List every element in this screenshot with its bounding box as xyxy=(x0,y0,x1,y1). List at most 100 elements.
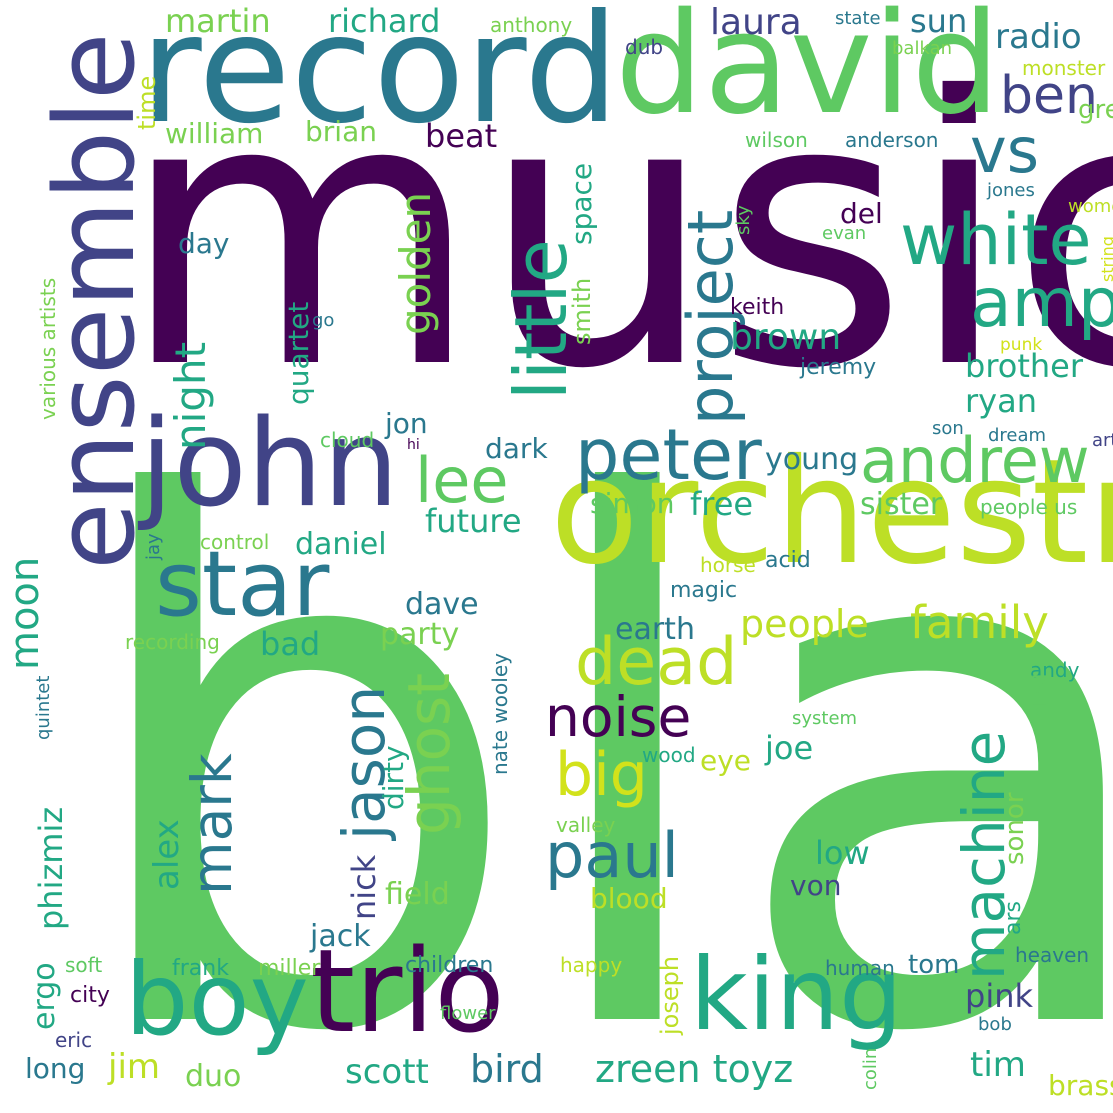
word-alex: alex xyxy=(147,819,187,890)
word-wilson: wilson xyxy=(745,128,808,152)
word-anderson: anderson xyxy=(845,128,939,152)
word-richard: richard xyxy=(328,2,441,40)
word-jim: jim xyxy=(108,1047,161,1087)
word-soft: soft xyxy=(65,953,103,977)
word-magic: magic xyxy=(670,578,738,603)
word-city: city xyxy=(70,983,110,1008)
word-children: children xyxy=(405,953,494,978)
word-phizmiz: phizmiz xyxy=(32,806,70,930)
word-radio: radio xyxy=(995,17,1082,57)
word-william: william xyxy=(165,117,264,150)
word-dead: dead xyxy=(575,625,738,700)
word-family: family xyxy=(910,596,1049,649)
word-duo: duo xyxy=(185,1059,242,1094)
word-andrew: andrew xyxy=(860,424,1090,497)
word-jeremy: jeremy xyxy=(800,355,877,380)
word-bird: bird xyxy=(470,1047,544,1091)
word-tim: tim xyxy=(970,1045,1026,1085)
word-ars: ars xyxy=(1001,901,1026,935)
word-record: record xyxy=(140,0,620,157)
word-party: party xyxy=(380,617,460,652)
word-low: low xyxy=(815,834,870,872)
word-andy: andy xyxy=(1030,658,1080,682)
word-ben: ben xyxy=(1000,66,1098,126)
word-horse: horse xyxy=(700,553,756,577)
word-people-us: people us xyxy=(980,495,1078,519)
word-go: go xyxy=(312,310,335,331)
word-people: people xyxy=(740,602,869,646)
word-noise: noise xyxy=(545,685,692,749)
word-jones: jones xyxy=(987,180,1035,201)
word-evan: evan xyxy=(822,223,867,244)
word-brass: brass xyxy=(1048,1069,1113,1102)
word-balkan: balkan xyxy=(892,38,953,59)
word-del: del xyxy=(840,197,883,230)
word-brown: brown xyxy=(730,317,842,358)
word-amp: amp xyxy=(970,264,1113,343)
word-acid: acid xyxy=(765,548,811,573)
word-peter: peter xyxy=(575,414,762,496)
word-dub: dub xyxy=(625,35,664,59)
word-eric: eric xyxy=(55,1028,93,1052)
word-beat: beat xyxy=(425,117,498,155)
word-moon: moon xyxy=(2,556,48,670)
word-daniel: daniel xyxy=(295,527,387,562)
word-big: big xyxy=(555,740,648,810)
word-string: string xyxy=(1098,236,1113,282)
word-joe: joe xyxy=(765,729,814,767)
word-state: state xyxy=(835,8,881,29)
word-dark: dark xyxy=(485,432,548,465)
word-blood: blood xyxy=(590,882,668,915)
word-bad: bad xyxy=(260,625,321,663)
word-colin: colin xyxy=(860,1047,881,1090)
word-human: human xyxy=(825,956,895,980)
word-hi: hi xyxy=(407,437,420,453)
word-eye: eye xyxy=(700,744,752,777)
word-trio: trio xyxy=(310,925,505,1059)
word-joseph: joseph xyxy=(656,955,684,1035)
word-recording: recording xyxy=(125,630,220,654)
word-system: system xyxy=(792,708,858,729)
word-earth: earth xyxy=(615,612,695,647)
word-blind: blind xyxy=(1030,673,1051,718)
word-pink: pink xyxy=(965,977,1034,1015)
word-mark: mark xyxy=(180,753,244,895)
word-scott: scott xyxy=(345,1052,429,1092)
word-jay: jay xyxy=(143,533,164,560)
word-day: day xyxy=(178,227,230,260)
word-space: space xyxy=(565,162,598,245)
word-music: music xyxy=(120,20,1113,450)
word-laura: laura xyxy=(710,2,802,43)
word-vs: vs xyxy=(970,114,1039,187)
word-various-artists: various artists xyxy=(36,277,60,420)
word-orchestra: orchestra xyxy=(550,428,1113,597)
word-quintet: quintet xyxy=(33,675,54,740)
word-son: son xyxy=(932,418,964,439)
word-ergo: ergo xyxy=(27,962,62,1030)
word-frank: frank xyxy=(172,956,229,981)
word-martin: martin xyxy=(165,2,271,40)
word-cloud: cloud xyxy=(320,428,375,452)
word-jon: jon xyxy=(385,407,428,440)
word-zreen-toyz: zreen toyz xyxy=(595,1047,794,1091)
word-ryan: ryan xyxy=(965,382,1037,420)
word-dream: dream xyxy=(988,425,1047,446)
word-quartet: quartet xyxy=(282,301,315,405)
word-women: women xyxy=(1068,196,1113,217)
word-bob: bob xyxy=(978,1014,1012,1035)
word-john: john xyxy=(140,395,399,534)
word-control: control xyxy=(200,530,270,554)
word-simon: simon xyxy=(590,487,675,520)
word-punk: punk xyxy=(1000,335,1043,355)
word-star: star xyxy=(155,532,330,637)
word-dirty: dirty xyxy=(377,745,410,810)
word-field: field xyxy=(385,877,450,912)
word-von: von xyxy=(790,869,842,902)
word-smith: smith xyxy=(568,277,596,345)
word-paul: paul xyxy=(545,819,679,892)
word-young: young xyxy=(765,442,859,477)
word-nick: nick xyxy=(345,854,383,920)
word-heaven: heaven xyxy=(1015,943,1090,967)
word-brian: brian xyxy=(305,115,377,148)
